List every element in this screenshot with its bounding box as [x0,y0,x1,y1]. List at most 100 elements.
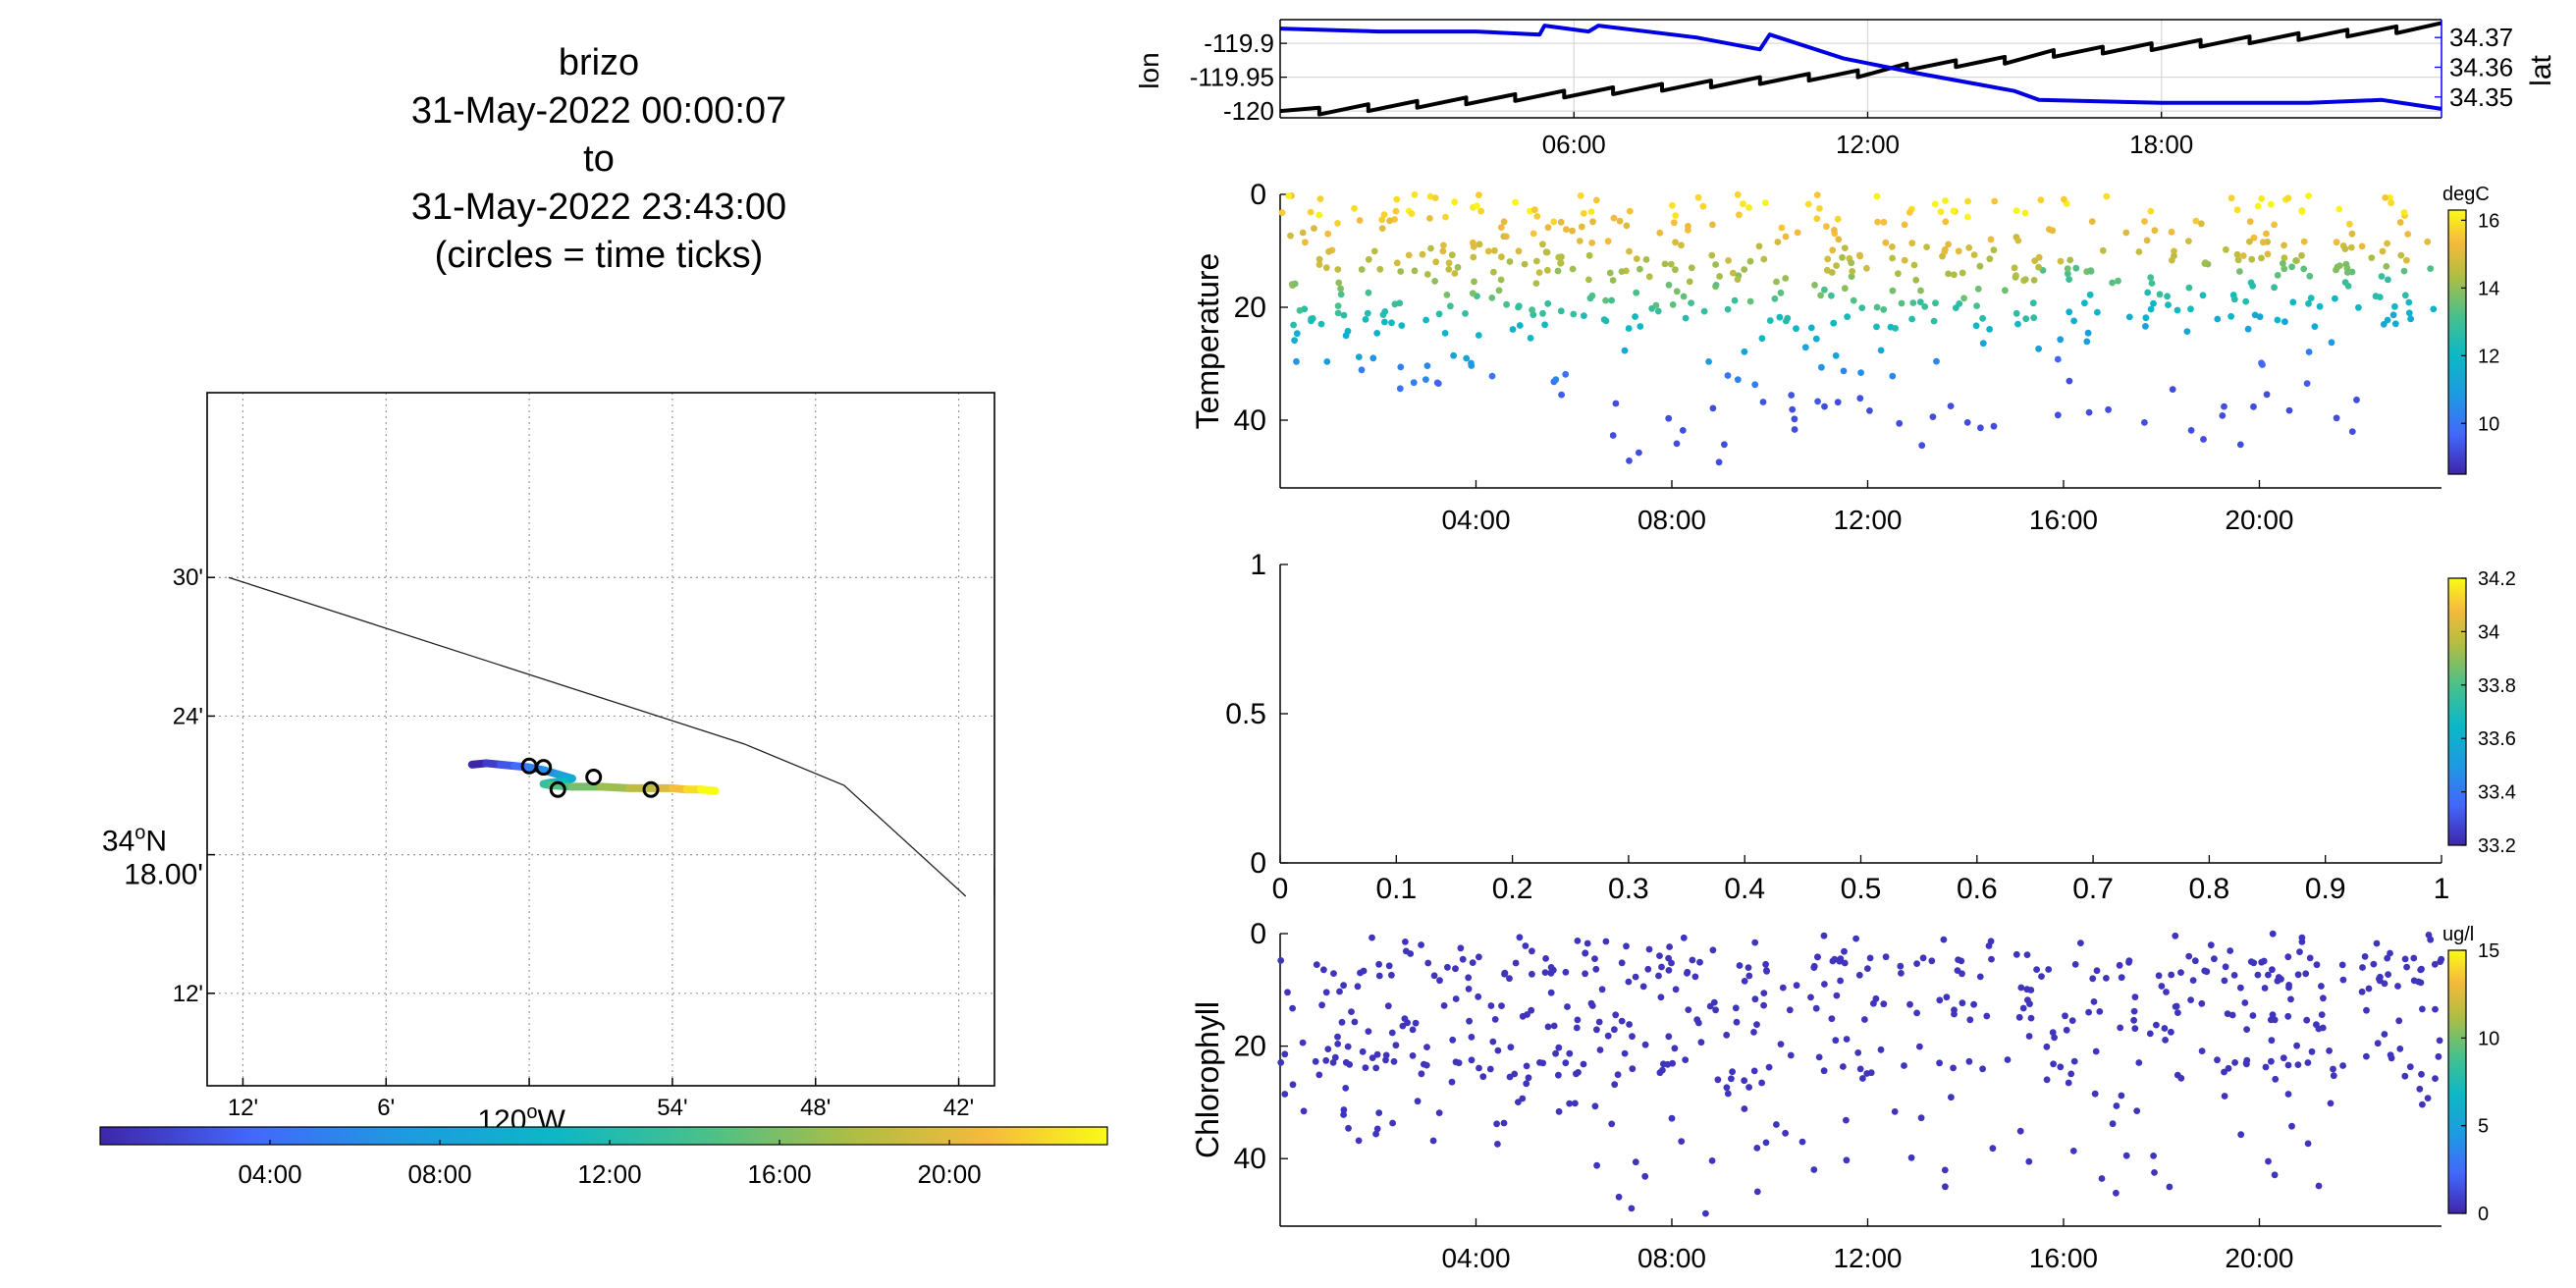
temperature-point [1471,278,1477,286]
temperature-point [1602,317,1610,325]
chlorophyll-point [1468,1056,1476,1064]
temperature-point [1952,304,1959,311]
temperature-point [1476,241,1483,248]
temperature-point [1515,302,1523,310]
chlorophyll-point [1587,999,1595,1007]
temperature-point [2346,220,2353,228]
chlorophyll-point [2118,1092,2125,1100]
temperature-point [1730,269,1737,277]
temperature-point [1849,268,1856,275]
chlorophyll-point [1375,972,1383,980]
temperature-point [1916,298,1924,306]
chlorophyll-point [2298,934,2306,941]
chlorophyll-point [2065,1079,2072,1087]
chlorophyll-point [1906,1000,1913,1008]
temperature-point [1828,269,1836,276]
chlorophyll-point [1591,1102,1599,1110]
temperature-point [2284,194,2292,202]
temperature-point [1850,296,1857,304]
temperature-point [2391,320,2399,328]
chlorophyll-point [1618,1017,1626,1025]
degree-sign: o [134,823,145,844]
chlorophyll-point [2424,1095,2432,1101]
chlorophyll-point [1494,1046,1502,1054]
x-tick-label: 0.3 [1608,873,1649,905]
temperature-point [1746,297,1754,305]
temperature-point [1610,214,1618,222]
temperature-point [2057,257,2065,265]
chlorophyll-point [2166,1183,2174,1191]
temperature-point [1530,230,1537,238]
temperature-point [1788,392,1796,399]
chlorophyll-point [1523,1080,1530,1088]
chlorophyll-point [1751,995,1759,1003]
temperature-point [2150,299,2157,307]
chlorophyll-point [2365,985,2373,993]
temperature-point [1877,347,1885,354]
chlorophyll-point [1678,1138,1686,1145]
chlorophyll-point [1448,1078,1456,1086]
chlorophyll-point [1763,967,1770,975]
temperature-point [1977,424,1984,432]
chlorophyll-point [2025,1033,2033,1040]
temperature-point [1587,208,1595,216]
temperature-point [1782,275,1790,282]
temperature-point [1474,202,1480,210]
chlorophyll-point [1685,1006,1692,1013]
colorbar-tick-label: 16 [2478,210,2499,232]
temperature-point [1578,223,1585,231]
chlorophyll-point [1732,1004,1740,1012]
chlorophyll-point [2187,996,2195,1003]
chlorophyll-point [2318,983,2325,990]
temperature-point [1700,307,1708,315]
temperature-point [1721,441,1728,449]
chlorophyll-point [1338,1018,1346,1026]
temperature-point [1708,251,1716,259]
temperature-point [2281,254,2288,262]
temperature-point [1731,296,1739,304]
temperature-point [2259,361,2266,368]
time-tick-circle [535,759,553,777]
chlorophyll-point [2384,954,2391,962]
chlorophyll-point [1680,934,1688,941]
chlorophyll-point [2363,1052,2370,1060]
temperature-point [2281,318,2288,326]
temperature-point [2333,414,2340,422]
chlorophyll-point [2269,966,2276,974]
temperature-point [1947,402,1955,409]
temperature-point [1535,269,1543,276]
chlorophyll-point [1566,1100,1574,1107]
temperature-point [1773,278,1780,286]
chlorophyll-point [2280,1054,2287,1062]
chlorophyll-point [2211,955,2218,963]
chlorophyll-point [1389,1119,1396,1127]
chlorophyll-point [2096,1008,2104,1015]
chlorophyll-point [2198,1047,2206,1054]
chlorophyll-point [1523,1062,1530,1070]
chlorophyll-point [1593,1161,1600,1169]
temperature-point [1672,239,1679,246]
temperature-point [2344,283,2352,290]
chlorophyll-point [1487,1002,1495,1009]
x-tick-label: 0.1 [1375,873,1417,905]
temperature-point [1563,226,1570,234]
chlorophyll-point [2024,996,2031,1003]
temperature-point [2083,338,2091,346]
temperature-point [1337,285,1344,293]
temperature-point [1912,276,1920,284]
colorbar-tick-label: 10 [2478,1028,2499,1049]
temperature-point [1882,239,1890,246]
temperature-point [1791,415,1798,423]
temperature-point [1580,209,1587,217]
temperature-point [1930,317,1938,325]
chlorophyll-point [2025,1157,2033,1165]
temperature-point [1552,376,1560,384]
chlorophyll-point [2293,1042,2301,1049]
chlorophyll-point [1519,1012,1527,1020]
temperature-point [2057,336,2065,344]
chlorophyll-point [1820,932,1828,939]
chlorophyll-point [2319,1024,2327,1032]
chlorophyll-point [1457,944,1465,952]
chlorophyll-point [1831,955,1839,963]
chlorophyll-point [1596,1046,1604,1053]
